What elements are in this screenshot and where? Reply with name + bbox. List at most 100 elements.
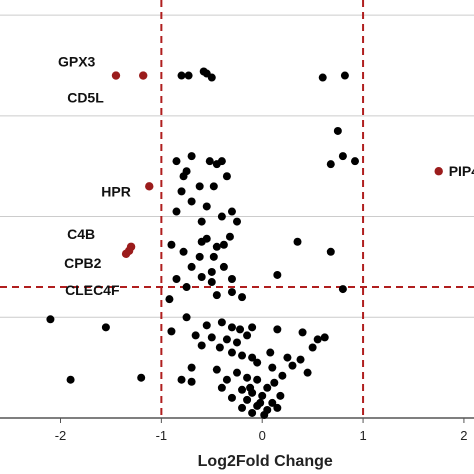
data-point	[268, 363, 277, 372]
data-point	[283, 353, 292, 362]
data-point	[165, 295, 174, 304]
x-tick-label: -1	[156, 428, 168, 443]
data-point	[179, 247, 188, 256]
data-point	[326, 247, 335, 256]
data-point	[191, 331, 200, 340]
data-point	[167, 240, 176, 249]
point-annotation-gpx3: GPX3	[58, 54, 96, 70]
data-point	[308, 343, 317, 352]
data-point	[209, 182, 218, 191]
data-point	[184, 71, 193, 80]
data-point	[197, 272, 206, 281]
x-tick-label: 0	[259, 428, 266, 443]
data-point	[236, 325, 245, 334]
data-point	[233, 338, 241, 347]
data-point	[137, 373, 146, 382]
data-point	[101, 323, 110, 332]
data-point	[278, 371, 287, 380]
data-point	[187, 152, 196, 161]
highlighted-point	[145, 182, 154, 191]
data-point	[197, 217, 206, 226]
data-point	[227, 207, 236, 216]
data-point	[217, 318, 226, 327]
data-point	[202, 202, 211, 211]
data-point	[233, 217, 241, 226]
highlighted-point	[139, 71, 148, 80]
data-point	[340, 71, 349, 80]
data-point	[195, 182, 204, 191]
data-point	[177, 187, 186, 196]
data-point	[268, 398, 277, 407]
point-annotation-c4b: C4B	[67, 226, 95, 242]
point-annotation-cd5l: CD5L	[67, 90, 104, 106]
data-point	[288, 361, 297, 370]
data-point	[207, 278, 216, 287]
data-point	[215, 343, 224, 352]
data-point	[270, 378, 279, 387]
data-point	[238, 351, 247, 360]
point-annotation-hpr: HPR	[101, 183, 131, 199]
data-point	[333, 126, 342, 135]
data-point	[320, 333, 329, 342]
data-point	[202, 321, 211, 330]
data-point	[243, 395, 252, 404]
data-point	[298, 328, 307, 337]
data-point	[238, 293, 247, 302]
data-point	[243, 331, 252, 340]
data-point	[227, 288, 236, 297]
data-point	[338, 152, 347, 161]
data-point	[256, 398, 265, 407]
x-tick-label: 1	[359, 428, 366, 443]
data-point	[227, 393, 236, 402]
data-point	[207, 333, 216, 342]
data-point	[318, 73, 327, 82]
data-point	[187, 377, 196, 386]
data-point	[66, 375, 75, 384]
data-point	[187, 363, 196, 372]
data-point	[172, 157, 181, 166]
data-point	[296, 355, 305, 364]
data-point	[46, 315, 55, 324]
data-point	[222, 335, 231, 344]
data-point	[177, 375, 186, 384]
data-point	[238, 403, 247, 412]
data-point	[217, 157, 226, 166]
data-point	[238, 385, 247, 394]
data-point	[273, 325, 282, 334]
data-point	[212, 242, 221, 251]
x-tick-label: 2	[460, 428, 467, 443]
data-point	[209, 252, 218, 261]
data-point	[212, 291, 221, 300]
data-point	[207, 73, 216, 82]
data-point	[182, 313, 191, 322]
data-point	[217, 383, 226, 392]
x-tick-labels: -2 -1 0 1 2	[55, 418, 468, 443]
data-point	[253, 358, 262, 367]
data-point	[248, 323, 257, 332]
data-point	[303, 368, 312, 377]
data-point	[199, 67, 208, 76]
data-point	[227, 348, 236, 357]
x-axis-title: Log2Fold Change	[198, 453, 333, 470]
data-point	[187, 197, 196, 206]
x-tick-label: -2	[55, 428, 67, 443]
data-point	[248, 353, 257, 362]
data-point	[219, 240, 228, 249]
data-point	[212, 365, 221, 374]
data-point	[172, 207, 181, 216]
data-point	[205, 157, 214, 166]
data-point	[222, 172, 231, 181]
data-point	[217, 212, 226, 221]
data-point	[260, 410, 269, 419]
point-annotation-pip4: PIP4	[449, 163, 474, 179]
data-point	[350, 157, 359, 166]
data-point	[243, 373, 252, 382]
data-point	[263, 383, 272, 392]
data-point	[227, 323, 236, 332]
data-point	[273, 403, 282, 412]
data-point	[326, 160, 335, 169]
data-point	[219, 262, 228, 271]
data-point	[338, 285, 347, 294]
highlighted-points	[111, 71, 443, 259]
